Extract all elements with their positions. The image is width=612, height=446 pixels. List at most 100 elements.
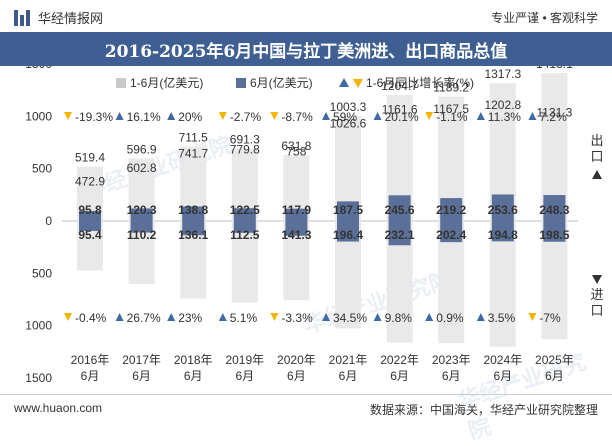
label-export-month: 245.6 [385,203,415,217]
label-export-ytd: 691.3 [230,133,260,147]
growth-export-label: 20.1% [385,110,419,124]
growth-import-label: -0.4% [75,311,107,325]
label-import-ytd: 602.8 [127,161,157,175]
x-tick-label: 6月 [493,369,512,383]
label-import-month: 196.4 [333,228,363,242]
y-tick-label: 500 [32,162,52,176]
logo-icon [14,9,32,26]
growth-export-up-arrow-icon [167,112,176,120]
growth-export-label: 20% [178,110,202,124]
x-tick-label: 6月 [287,369,306,383]
label-export-month: 253.6 [488,203,518,217]
growth-import-label: 9.8% [385,311,413,325]
legend-swatch-month [236,78,246,88]
growth-import-up-arrow-icon [425,313,434,321]
growth-import-down-arrow-icon [64,313,72,321]
bar-export-month [388,195,411,221]
bar-export-month [337,201,359,221]
label-import-ytd: 758 [286,145,306,159]
bar-import-month [130,221,153,233]
bar-import-month [182,221,205,236]
label-import-ytd: 1202.8 [484,98,521,112]
x-tick-label: 2021年 [329,353,368,367]
growth-import-label: 5.1% [230,311,258,325]
label-export-ytd: 519.4 [75,151,105,165]
side-label-import: 口 [590,303,603,318]
label-import-month: 202.4 [436,228,466,242]
label-export-ytd: 711.5 [179,131,208,145]
logo-text: 华经情报网 [38,11,104,26]
footer-source: 数据来源：中国海关，华经产业研究院整理 [369,403,598,417]
bar-import-month [337,221,359,242]
bar-import-ytd [489,221,516,347]
y-tick-label: 1500 [25,371,52,385]
label-import-month: 141.3 [281,228,311,242]
growth-export-down-arrow-icon [270,112,279,120]
growth-export-label: 59% [333,110,357,124]
growth-export-label: -1.1% [436,110,468,124]
bar-export-month [182,206,205,221]
bar-export-month [233,208,256,221]
export-arrow-icon [592,170,602,179]
top-bar: 华经情报网 专业严谨 • 客观科学 [0,0,612,32]
label-export-ytd: 1204.7 [381,79,418,93]
y-tick-label: 0 [45,214,52,228]
bar-export-month [543,195,566,221]
x-tick-label: 2018年 [174,353,213,367]
legend-label-ytd: 1-6月(亿美元) [130,75,203,90]
x-tick-label: 6月 [184,369,203,383]
y-tick-label: 1000 [25,319,52,333]
y-tick-label: 1000 [25,109,52,123]
logo[interactable]: 华经情报网 [14,8,103,27]
bar-export-month [491,194,514,221]
label-import-ytd: 1026.6 [330,117,367,131]
footer-divider [0,394,612,395]
label-export-ytd: 1003.3 [330,100,367,114]
growth-export-label: -19.3% [75,110,113,124]
y-tick-label: 1500 [25,66,52,71]
growth-import-label: -7% [539,311,561,325]
growth-export-down-arrow-icon [218,112,227,120]
label-import-month: 112.5 [230,228,260,242]
x-tick-label: 2025年 [535,353,574,367]
label-import-month: 232.1 [385,228,415,242]
growth-import-up-arrow-icon [167,313,176,321]
bar-export-month [285,208,308,221]
x-tick-label: 6月 [545,369,564,383]
legend-down-arrow-icon [353,79,363,88]
growth-import-up-arrow-icon [218,313,227,321]
chart: 1-6月(亿美元)6月(亿美元)1-6月同比增长率(%)200015001000… [25,66,603,385]
label-export-ytd: 1413.1 [536,66,573,71]
x-tick-label: 6月 [132,369,151,383]
slogan: 专业严谨 • 客观科学 [491,11,598,25]
label-export-month: 95.8 [78,203,102,217]
x-tick-label: 6月 [390,369,409,383]
label-import-month: 136.1 [178,228,208,242]
growth-import-up-arrow-icon [373,313,382,321]
growth-import-label: 34.5% [333,311,367,325]
bar-import-month [233,221,256,233]
growth-import-label: 0.9% [436,311,464,325]
x-tick-label: 2017年 [122,353,161,367]
x-tick-label: 2019年 [225,353,264,367]
growth-export-up-arrow-icon [476,112,485,120]
label-export-ytd: 631.8 [281,139,311,153]
legend-label-month: 6月(亿美元) [250,75,313,90]
label-export-month: 117.9 [282,203,312,217]
label-import-ytd: 1161.6 [382,102,418,116]
bar-export-month [130,208,153,221]
label-import-month: 110.2 [127,228,157,242]
label-import-month: 95.4 [78,228,102,242]
growth-export-up-arrow-icon [322,112,330,120]
bar-import-month [79,221,101,231]
bar-import-month [388,221,411,246]
growth-export-label: 16.1% [127,110,161,124]
footer-website[interactable]: www.huaon.com [14,401,103,415]
bar-export-month [79,210,101,221]
label-import-ytd: 472.9 [75,175,105,189]
chart-title: 2016-2025年6月中国与拉丁美洲进、出口商品总值 [104,41,508,62]
bar-export-month [440,198,463,221]
growth-import-up-arrow-icon [476,313,485,321]
x-tick-label: 2022年 [380,353,419,367]
import-arrow-icon [592,275,602,284]
